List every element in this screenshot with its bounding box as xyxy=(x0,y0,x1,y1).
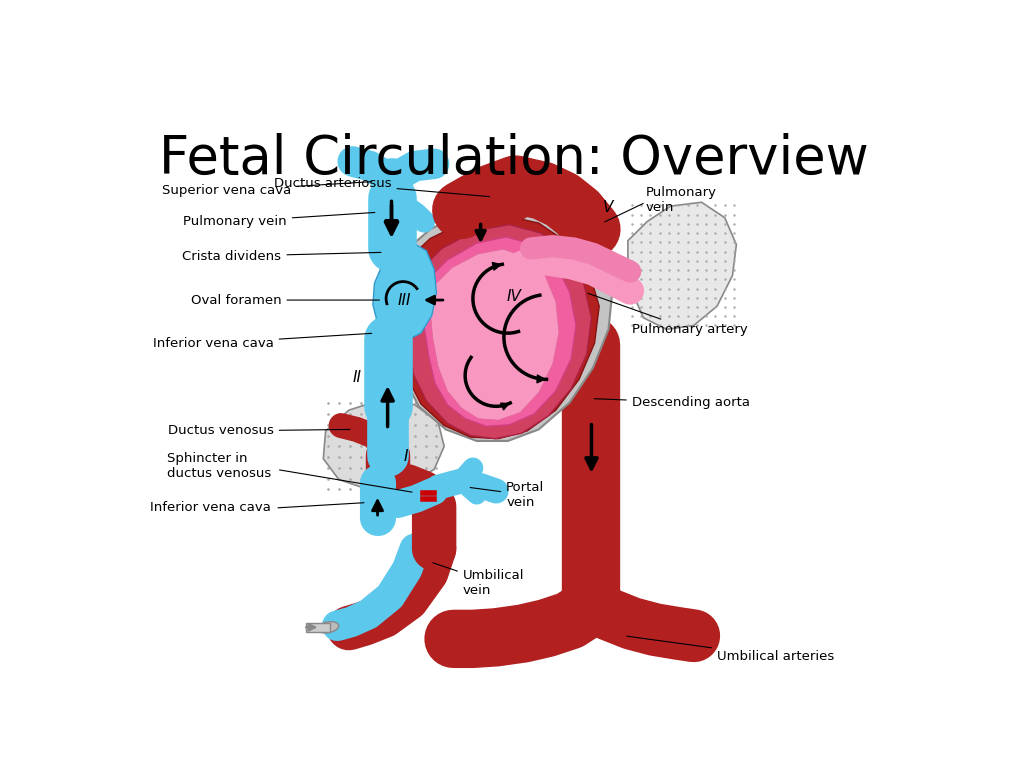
Text: Superior vena cava: Superior vena cava xyxy=(162,182,372,197)
Text: Sphincter in
ductus venosus: Sphincter in ductus venosus xyxy=(167,452,271,480)
Polygon shape xyxy=(423,237,575,426)
Text: III: III xyxy=(397,293,411,307)
Text: IV: IV xyxy=(507,290,521,304)
Polygon shape xyxy=(324,400,444,489)
Polygon shape xyxy=(373,243,436,341)
Text: Pulmonary artery: Pulmonary artery xyxy=(588,293,748,336)
Polygon shape xyxy=(628,202,736,329)
Text: Crista dividens: Crista dividens xyxy=(182,250,381,263)
Polygon shape xyxy=(409,224,592,439)
Text: Portal
vein: Portal vein xyxy=(470,481,545,509)
Text: V: V xyxy=(603,200,613,215)
Polygon shape xyxy=(430,250,559,420)
Polygon shape xyxy=(401,215,599,439)
Text: Fetal Circulation: Overview: Fetal Circulation: Overview xyxy=(159,133,868,185)
Ellipse shape xyxy=(317,621,339,633)
Polygon shape xyxy=(397,202,612,441)
Text: Inferior vena cava: Inferior vena cava xyxy=(153,333,372,349)
Text: Pulmonary
vein: Pulmonary vein xyxy=(646,186,717,214)
Text: Descending aorta: Descending aorta xyxy=(594,396,750,409)
Text: I: I xyxy=(403,449,408,464)
Text: Ductus arteriosus: Ductus arteriosus xyxy=(273,177,489,197)
Text: Oval foramen: Oval foramen xyxy=(190,293,380,306)
Text: Inferior vena cava: Inferior vena cava xyxy=(151,502,271,515)
Text: Ductus venosus: Ductus venosus xyxy=(168,425,350,438)
Text: II: II xyxy=(352,369,361,385)
Text: Umbilical arteries: Umbilical arteries xyxy=(627,636,835,663)
Bar xyxy=(306,623,330,632)
Text: Umbilical
vein: Umbilical vein xyxy=(433,563,524,598)
Text: Pulmonary vein: Pulmonary vein xyxy=(183,213,375,228)
